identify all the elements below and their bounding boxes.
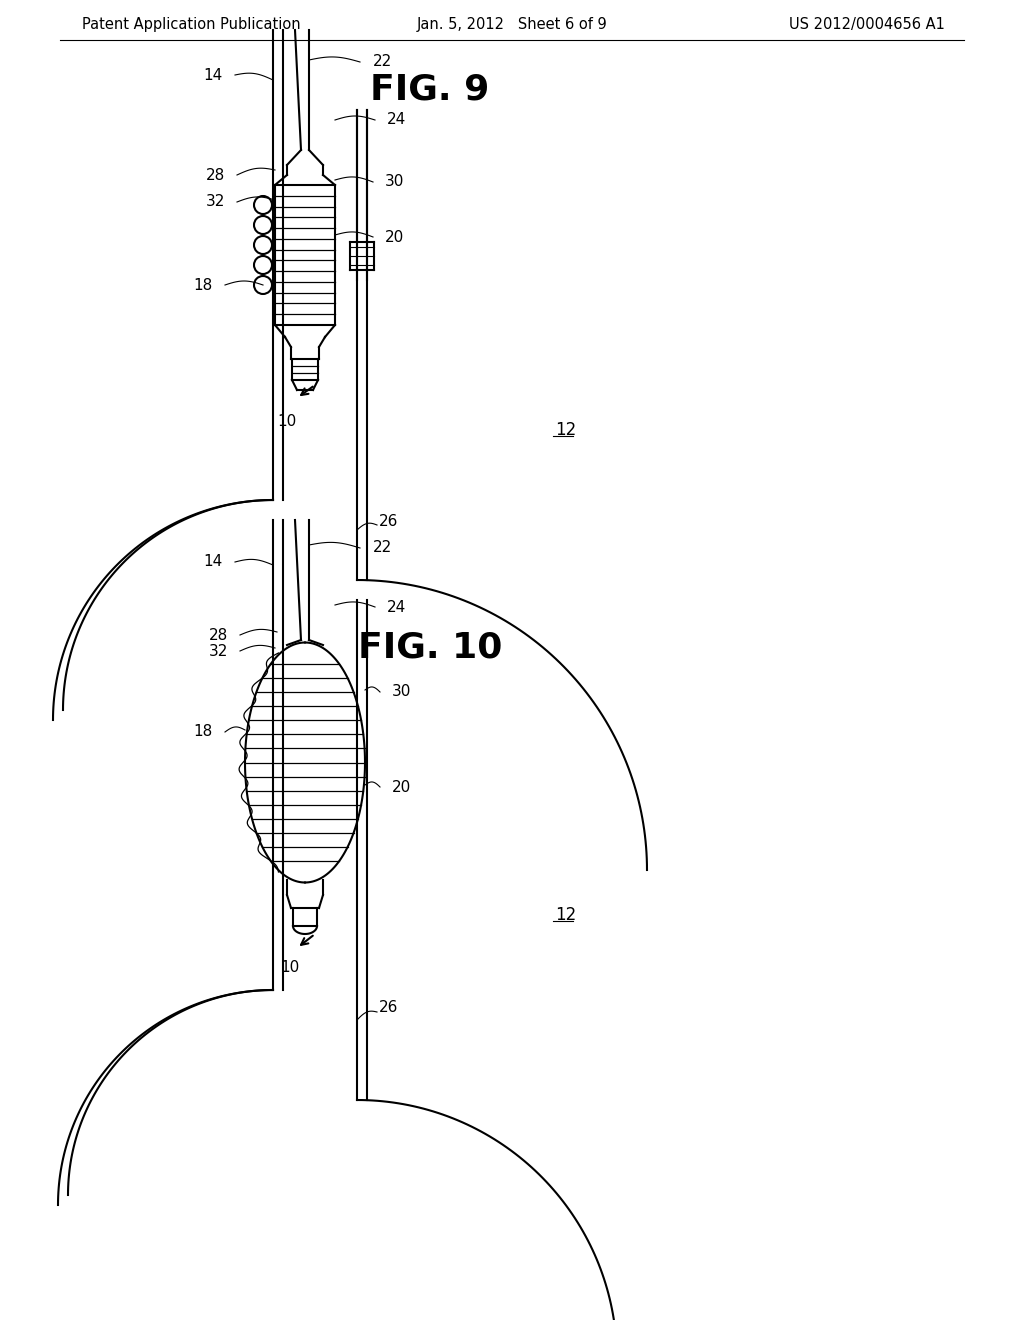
Text: 22: 22: [373, 54, 392, 70]
Text: US 2012/0004656 A1: US 2012/0004656 A1: [790, 17, 945, 33]
Text: 30: 30: [385, 174, 404, 190]
Text: 26: 26: [379, 515, 398, 529]
Text: 12: 12: [555, 421, 577, 440]
Text: 30: 30: [392, 685, 412, 700]
Text: FIG. 10: FIG. 10: [357, 631, 502, 665]
Text: FIG. 9: FIG. 9: [371, 73, 489, 107]
Text: 14: 14: [204, 554, 223, 569]
Text: Patent Application Publication: Patent Application Publication: [82, 17, 301, 33]
Text: 18: 18: [194, 277, 213, 293]
Text: 32: 32: [209, 644, 228, 659]
Text: 14: 14: [204, 67, 223, 82]
Text: 26: 26: [379, 1001, 398, 1015]
Text: 10: 10: [281, 961, 300, 975]
Text: Jan. 5, 2012   Sheet 6 of 9: Jan. 5, 2012 Sheet 6 of 9: [417, 17, 607, 33]
Text: 20: 20: [385, 230, 404, 244]
Text: 24: 24: [387, 599, 407, 615]
Text: 28: 28: [209, 627, 228, 643]
Text: 12: 12: [555, 906, 577, 924]
Text: 22: 22: [373, 540, 392, 556]
Text: 10: 10: [278, 414, 297, 429]
Text: 20: 20: [392, 780, 412, 795]
Text: 32: 32: [206, 194, 225, 210]
Text: 28: 28: [206, 168, 225, 182]
Text: 24: 24: [387, 112, 407, 128]
Text: 18: 18: [194, 725, 213, 739]
